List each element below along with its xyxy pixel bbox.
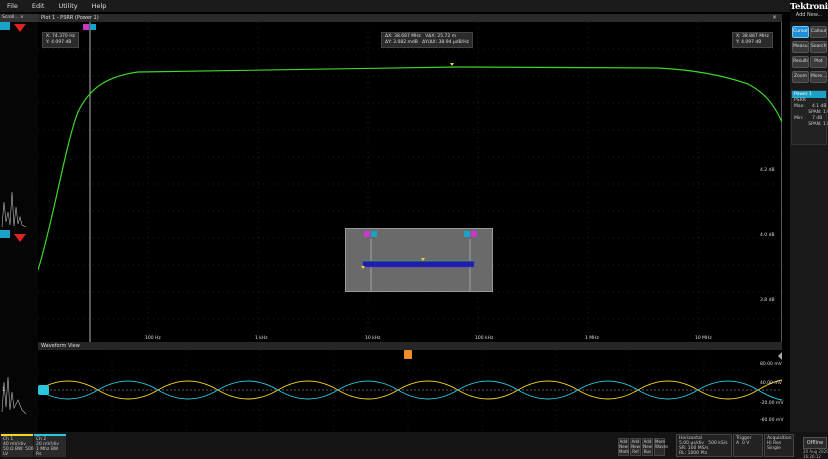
plot-gridlines: [38, 22, 782, 342]
scroll-tab[interactable]: Scroll... ×: [0, 14, 38, 22]
ch2-badge[interactable]: Ch 2 20 mV/div 1 Mhz BW Rs: [34, 434, 66, 457]
overview-band: [362, 260, 475, 268]
x-axis-label: 100 Hz: [145, 336, 161, 341]
menu-utility[interactable]: Utility: [58, 2, 78, 10]
thumbnail-graphic: [0, 22, 27, 415]
measurement-badge[interactable]: Power 1 PSRR Max: 4.1 dB SPAN: 1 Hz Min:…: [791, 90, 828, 145]
zoom-overview-window[interactable]: [345, 228, 493, 292]
cursor-b-readout: X: 38.887 MHz Y: 4.097 dB: [732, 32, 773, 48]
ch1-badge[interactable]: Ch 1 40 mV/div 50 Ω BW: 500M LV: [1, 434, 38, 457]
trigger-position-icon: [404, 350, 412, 359]
menu-help[interactable]: Help: [91, 2, 107, 10]
meas-line: PSRR: [794, 98, 806, 103]
trigger-marker-icon: [14, 234, 26, 242]
scroll-handle-icon: [778, 352, 782, 360]
settings-bar: Ch 1 40 mV/div 50 Ω BW: 500M LV Ch 2 20 …: [0, 432, 828, 459]
psrr-trace: [38, 66, 782, 271]
marker-icon: [450, 63, 454, 66]
ch1-trace: [38, 379, 782, 400]
meas-line: Max: 4.1 dB: [794, 104, 827, 109]
ch2-ground-marker-icon: [38, 385, 49, 395]
x-axis-label: 10 MHz: [695, 336, 712, 341]
cursors-button[interactable]: Cursors: [792, 26, 809, 38]
plot-button[interactable]: Plot: [810, 56, 827, 68]
measurement-title: Power 1: [792, 91, 826, 98]
psrr-plot[interactable]: [38, 22, 782, 342]
y-axis-label-right: 4.2 dB: [760, 168, 775, 173]
cursor-a-readout: X: 74.370 Hz Y: 4.097 dB: [42, 32, 79, 48]
horizontal-badge[interactable]: Horizontal 5.00 μs/div 500 kS/s SR: 100 …: [676, 434, 732, 457]
results-panel: Cursors Callout Measure Search Results T…: [790, 22, 828, 432]
y-axis-label-right: 80.00 mV: [760, 362, 782, 367]
y-axis-label-right: -60.00 mV: [760, 418, 784, 423]
thumbnail-spectrum: [1, 191, 27, 228]
zoom-button[interactable]: Zoom: [792, 71, 809, 83]
add-new-label: Add New...: [795, 12, 823, 18]
marker-icon: [361, 266, 365, 269]
meas-line: SPAN: 1 Hz: [808, 122, 828, 127]
cursor-a-handle-icon: [371, 231, 377, 237]
y-axis-label-right: 40.00 mV: [760, 381, 782, 386]
date-time: 20 Aug 2020 16:26:12: [803, 449, 828, 459]
acquisition-badge[interactable]: Acquisition Hi Res Single: [764, 434, 794, 457]
cursor-a-handle-icon: [90, 24, 96, 30]
add-new-bus-button[interactable]: Add New Bus: [642, 438, 653, 456]
add-new-ref-button[interactable]: Add New Ref: [630, 438, 641, 456]
tektronix-logo: Tektronix: [790, 2, 828, 12]
waveform-thumbnail-strip: Scroll... ×: [0, 12, 38, 432]
cursor-b-handle-icon: [464, 231, 470, 237]
menu-edit[interactable]: Edit: [31, 2, 45, 10]
channel-marker-icon: [0, 22, 10, 30]
x-axis-label: 1 kHz: [255, 336, 268, 341]
y-axis-label-right: -20.00 mV: [760, 401, 784, 406]
menu-file[interactable]: File: [7, 2, 18, 10]
overview-graphic: [361, 231, 477, 291]
channel-marker-icon: [0, 230, 10, 238]
measure-button[interactable]: Measure: [792, 41, 809, 53]
y-axis-label-right: 3.8 dB: [760, 298, 775, 303]
brand-area: Tektronix Add New...: [790, 0, 828, 22]
close-icon[interactable]: ×: [772, 14, 778, 21]
trigger-badge[interactable]: Trigger A 0 V: [733, 434, 763, 457]
more-waves-button[interactable]: More Waves: [654, 438, 668, 456]
more-button[interactable]: More...: [810, 71, 827, 83]
menu-bar: File Edit Utility Help: [0, 0, 790, 12]
cursor-delta-readout: ΔX: 38.687 MHz VΔX: 25.72 m ΔY: 3.082 md…: [381, 32, 473, 48]
callout-button[interactable]: Callout: [810, 26, 827, 38]
marker-icon: [421, 258, 425, 261]
cursor-a-handle-icon: [364, 231, 370, 237]
x-axis-label: 100 kHz: [475, 336, 494, 341]
thumbnail-spectrum: [1, 376, 27, 415]
cursor-b-handle-icon: [471, 231, 477, 237]
waveform-view-title: Waveform View: [38, 342, 782, 350]
results-table-button[interactable]: Results Table: [792, 56, 809, 68]
meas-line: Min: 7 dB: [794, 116, 823, 121]
x-axis-label: 1 MHz: [585, 336, 599, 341]
waveform-view[interactable]: [38, 350, 782, 432]
ch-indicator: 1: [2, 388, 5, 393]
ch2-trace: [38, 380, 782, 401]
offline-button[interactable]: Offline: [803, 437, 827, 449]
search-button[interactable]: Search: [810, 41, 827, 53]
trigger-marker-icon: [14, 24, 26, 32]
y-axis-label-right: 4.0 dB: [760, 233, 775, 238]
add-new-math-button[interactable]: Add New Math: [618, 438, 630, 456]
cursor-a-handle-icon: [83, 24, 89, 30]
plot-title: Plot 1 - PSRR (Power 1): [38, 14, 782, 22]
x-axis-label: 10 kHz: [365, 336, 381, 341]
